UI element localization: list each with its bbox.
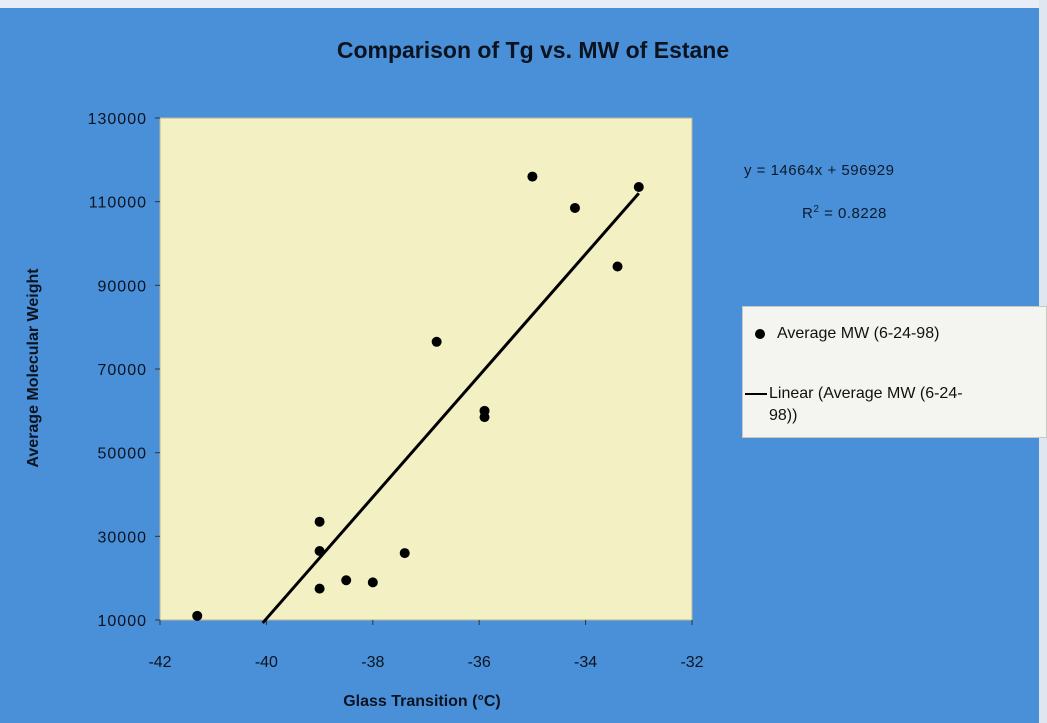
y-tick-label: 50000 xyxy=(98,446,148,463)
y-tick-label: 10000 xyxy=(98,613,148,630)
y-tick-label: 110000 xyxy=(89,195,147,212)
plot-area xyxy=(159,117,693,621)
legend-dot-marker xyxy=(755,329,765,339)
x-tick-label: -36 xyxy=(468,654,491,671)
data-point xyxy=(314,583,325,594)
y-tick-label: 30000 xyxy=(98,529,148,546)
legend-item-linear: Linear (Average MW (6-24- 98)) xyxy=(743,383,963,427)
x-tick-label: -40 xyxy=(255,654,278,671)
data-point xyxy=(341,575,352,586)
r-squared-symbol: R xyxy=(802,205,814,222)
x-axis-label: Glass Transition (°C) xyxy=(343,693,501,710)
data-point xyxy=(314,545,325,556)
y-tick-label: 90000 xyxy=(98,278,148,295)
x-tick-label: -32 xyxy=(680,654,703,671)
x-tick-label: -38 xyxy=(361,654,384,671)
legend-label-linear-line2: 98)) xyxy=(769,407,798,424)
r-squared-value: = 0.8228 xyxy=(824,205,887,222)
data-point xyxy=(431,336,442,347)
y-axis-label: Average Molecular Weight xyxy=(25,268,42,468)
data-point xyxy=(192,610,203,621)
data-point xyxy=(367,577,378,588)
chart-title: Comparison of Tg vs. MW of Estane xyxy=(337,37,729,63)
r-squared-exponent: 2 xyxy=(813,204,820,215)
data-points-group xyxy=(192,171,644,621)
trendline-group xyxy=(261,192,640,624)
top-border-strip xyxy=(0,0,1047,8)
chart-legend: Average MW (6-24-98) Linear (Average MW … xyxy=(742,306,1047,438)
y-axis-ticks: 10000 30000 50000 70000 90000 110000 130000 xyxy=(88,111,160,630)
legend-label-scatter: Average MW (6-24-98) xyxy=(777,325,940,342)
r-squared-text: R2 = 0.8228 xyxy=(802,204,887,222)
data-point xyxy=(612,261,623,272)
x-tick-label: -42 xyxy=(148,654,171,671)
legend-label-linear-line1: Linear (Average MW (6-24- xyxy=(769,385,963,402)
y-tick-label: 70000 xyxy=(98,362,148,379)
x-tick-label: -34 xyxy=(574,654,597,671)
x-axis-ticks: -42 -40 -38 -36 -34 -32 xyxy=(148,620,704,671)
legend-line-marker xyxy=(745,393,767,395)
data-point xyxy=(399,548,410,559)
legend-item-scatter: Average MW (6-24-98) xyxy=(743,323,939,345)
data-point xyxy=(569,202,580,213)
data-point xyxy=(633,182,644,193)
y-tick-label: 130000 xyxy=(88,111,147,128)
data-point xyxy=(527,171,538,182)
legend-label-linear: Linear (Average MW (6-24- 98)) xyxy=(769,383,963,427)
data-point xyxy=(479,412,490,423)
trendline xyxy=(261,192,640,624)
data-point xyxy=(314,516,325,527)
trendline-equation: y = 14664x + 596929 xyxy=(744,162,895,179)
